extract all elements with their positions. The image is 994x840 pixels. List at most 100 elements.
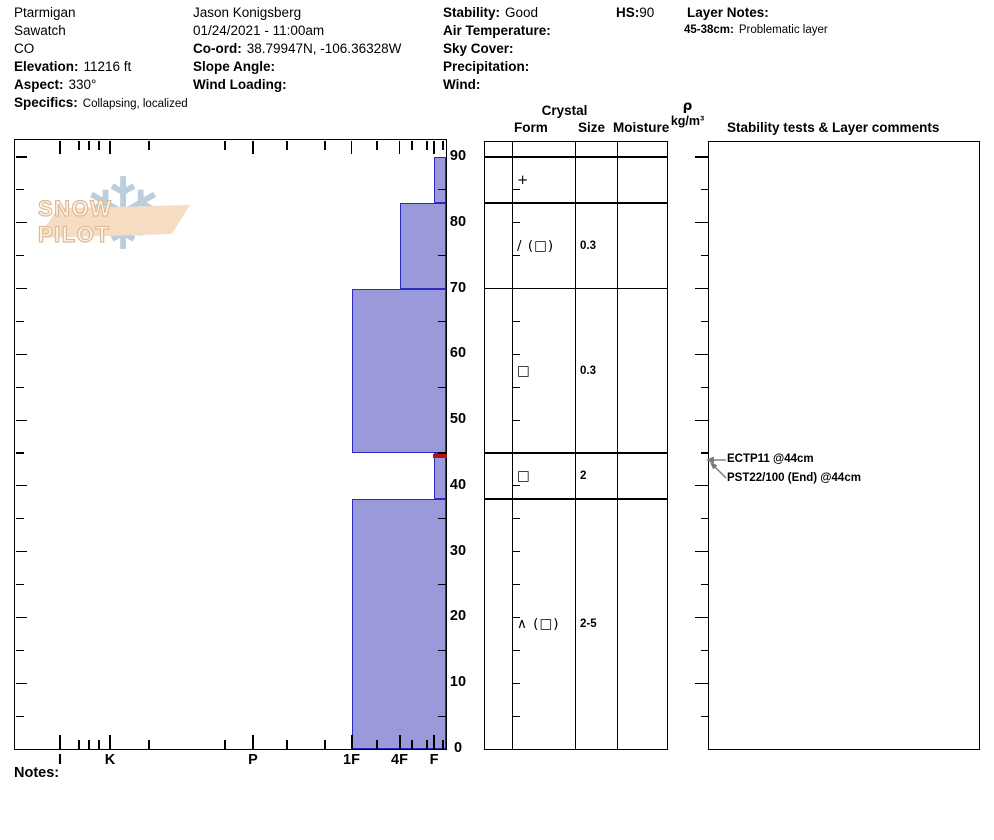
wind-line: Wind:: [443, 76, 556, 94]
layer-boundary-line: [484, 498, 668, 500]
grain-size-cell: 2-5: [580, 618, 597, 630]
depth-tick-left: [16, 518, 24, 520]
grain-size-cell: [580, 157, 615, 203]
stability-test-label: ECTP11 @44cm: [727, 453, 814, 466]
hardness-major-tick-bottom: [252, 734, 254, 749]
depth-tick-right: [437, 452, 446, 454]
density-scale-tick: [701, 189, 708, 191]
form-column-depth-tick: [513, 419, 520, 421]
hardness-minor-tick-top: [148, 140, 150, 150]
grain-size-cell: 2: [580, 470, 587, 483]
depth-axis-label: 0: [453, 740, 463, 756]
moisture-column-header: Moisture: [613, 120, 670, 135]
hardness-axis-label: K: [104, 752, 116, 768]
layer-boundary-line: [484, 202, 668, 204]
location-block: Ptarmigan Sawatch CO Elevation: 11216 ft …: [14, 4, 188, 113]
slope-angle-line: Slope Angle:: [193, 58, 401, 76]
observer-name: Jason Konigsberg: [193, 5, 302, 20]
stability-line: Stability: Good: [443, 4, 556, 22]
form-column-depth-tick: [513, 616, 520, 618]
hardness-minor-tick-bottom: [376, 739, 378, 749]
depth-tick-left: [16, 353, 27, 355]
depth-tick-right: [437, 583, 446, 586]
wind-label: Wind:: [443, 77, 481, 92]
profile-bar-layer-83to70: [399, 203, 446, 289]
table-bottom-border: [484, 749, 668, 751]
observation-datetime: 01/24/2021 - 11:00am: [193, 23, 325, 38]
stability-test-label: PST22/100 (End) @44cm: [727, 471, 861, 484]
density-scale-tick: [695, 419, 708, 421]
hardness-major-tick-top: [350, 140, 353, 154]
density-scale-tick: [701, 255, 708, 257]
depth-tick-right: [437, 320, 446, 323]
depth-tick-left: [16, 682, 27, 684]
precipitation-label: Precipitation:: [443, 59, 530, 74]
hardness-minor-tick-bottom: [98, 739, 100, 749]
hardness-axis-label: P: [248, 752, 258, 768]
density-scale-tick: [695, 222, 708, 224]
density-scale-tick: [701, 452, 708, 454]
form-column-depth-tick: [513, 353, 520, 355]
hardness-major-tick-top: [252, 140, 254, 154]
form-column-depth-tick: [513, 715, 520, 717]
hardness-minor-tick-bottom: [78, 739, 80, 749]
hs-block: HS:90: [616, 4, 654, 22]
stability-label: Stability:: [443, 5, 501, 20]
hardness-minor-tick-top: [286, 140, 288, 150]
logo-banner-shape: [38, 205, 190, 238]
layer-boundary-line: [484, 287, 668, 290]
conditions-block: Stability: Good Air Temperature: Sky Cove…: [443, 4, 556, 94]
density-scale-tick: [695, 616, 708, 619]
stability-column-box: [708, 141, 980, 750]
table-column-line: [484, 141, 486, 750]
layer-notes-label: Layer Notes:: [687, 5, 769, 20]
hardness-minor-tick-bottom: [442, 739, 444, 749]
layer-note-item: 45-38cm: Problematic layer: [684, 23, 828, 38]
hardness-major-tick-bottom: [59, 734, 61, 749]
depth-tick-left: [16, 419, 27, 421]
test-arrows: [705, 452, 731, 482]
hs-label: HS:: [616, 5, 640, 20]
density-scale-tick: [701, 649, 708, 651]
form-column-depth-tick: [513, 288, 520, 290]
table-column-line: [667, 141, 669, 750]
density-scale-tick: [695, 156, 708, 158]
hardness-minor-tick-bottom: [224, 739, 226, 749]
stability-value: Good: [505, 5, 539, 20]
form-column-depth-tick: [513, 518, 520, 520]
layer-note-range: 45-38cm:: [684, 24, 734, 36]
hardness-minor-tick-bottom: [324, 739, 326, 749]
layer-boundary-line: [484, 156, 668, 158]
form-column-depth-tick: [513, 551, 520, 553]
depth-axis-label: 60: [449, 345, 467, 362]
hardness-minor-tick-bottom: [411, 739, 413, 749]
grain-form-cell: □: [517, 468, 531, 485]
specifics-label: Specifics:: [14, 95, 78, 110]
grain-form-cell: / (□): [517, 237, 555, 254]
precipitation-line: Precipitation:: [443, 58, 556, 76]
hardness-major-tick-top: [59, 140, 61, 154]
hardness-minor-tick-bottom: [286, 739, 288, 749]
specifics-value: Collapsing, localized: [82, 98, 188, 110]
form-column-header: Form: [514, 120, 548, 135]
form-column-depth-tick: [513, 320, 520, 322]
coord-line: Co-ord: 38.79947N, -106.36328W: [193, 40, 401, 58]
layer-notes-block: Layer Notes:: [687, 4, 769, 22]
crystal-column-header: Crystal: [541, 103, 588, 118]
depth-tick-left: [16, 222, 27, 224]
depth-axis-label: 30: [449, 542, 467, 559]
location-region: Sawatch: [14, 23, 66, 38]
elevation-value: 11216 ft: [83, 59, 132, 74]
hardness-minor-tick-top: [324, 140, 326, 150]
form-column-depth-tick: [513, 649, 520, 651]
hardness-major-tick-bottom: [433, 734, 435, 749]
depth-axis-label: 20: [449, 608, 467, 625]
form-column-depth-tick: [513, 682, 520, 684]
logo-text: SNOW PILOT: [37, 195, 113, 247]
depth-tick-left: [16, 386, 24, 388]
size-column-header: Size: [578, 120, 606, 135]
density-scale-tick: [695, 485, 708, 487]
coord-value: 38.79947N, -106.36328W: [246, 41, 402, 56]
hardness-minor-tick-top: [98, 140, 100, 150]
